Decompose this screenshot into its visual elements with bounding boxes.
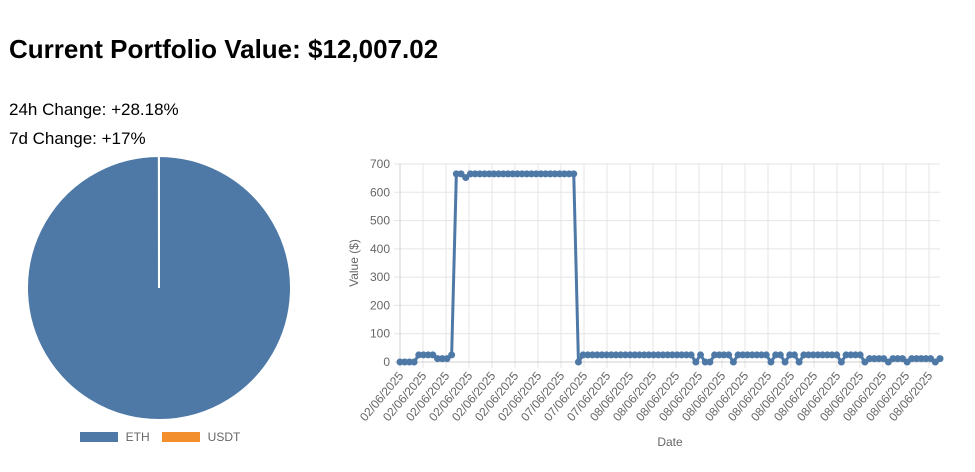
pie-chart-canvas [0, 150, 320, 430]
change-24h: 24h Change: +28.18% [9, 100, 179, 120]
y-tick-label: 100 [370, 327, 390, 341]
data-point[interactable] [730, 359, 737, 366]
data-point[interactable] [411, 359, 418, 366]
legend-label-usdt: USDT [208, 430, 241, 444]
y-tick-label: 400 [370, 242, 390, 256]
data-point[interactable] [448, 351, 455, 358]
data-point[interactable] [763, 351, 770, 358]
data-point[interactable] [838, 359, 845, 366]
data-point[interactable] [767, 359, 774, 366]
line-chart-canvas: 010020030040050060070002/06/202502/06/20… [340, 150, 975, 467]
portfolio-value-title: Current Portfolio Value: $12,007.02 [9, 34, 438, 65]
legend-label-eth: ETH [126, 430, 150, 444]
data-point[interactable] [777, 351, 784, 358]
y-tick-label: 300 [370, 270, 390, 284]
y-tick-label: 200 [370, 298, 390, 312]
y-tick-label: 600 [370, 185, 390, 199]
x-axis-title: Date [657, 435, 683, 449]
legend-swatch-eth [80, 432, 118, 442]
legend-item-usdt[interactable]: USDT [162, 430, 241, 444]
data-point[interactable] [575, 359, 582, 366]
y-axis-title: Value ($) [347, 239, 361, 287]
data-point[interactable] [706, 359, 713, 366]
data-point[interactable] [833, 351, 840, 358]
data-point[interactable] [937, 355, 944, 362]
data-point[interactable] [782, 359, 789, 366]
allocation-pie-chart [0, 150, 320, 460]
data-point[interactable] [692, 359, 699, 366]
data-point[interactable] [857, 351, 864, 358]
data-point[interactable] [697, 351, 704, 358]
data-point[interactable] [570, 170, 577, 177]
change-7d: 7d Change: +17% [9, 129, 146, 149]
data-point[interactable] [725, 351, 732, 358]
legend-swatch-usdt [162, 432, 200, 442]
legend-item-eth[interactable]: ETH [80, 430, 150, 444]
data-point[interactable] [796, 359, 803, 366]
y-tick-label: 0 [383, 355, 390, 369]
y-tick-label: 500 [370, 214, 390, 228]
data-point[interactable] [688, 351, 695, 358]
y-tick-label: 700 [370, 157, 390, 171]
pie-legend: ETH USDT [0, 430, 320, 444]
data-point[interactable] [791, 351, 798, 358]
